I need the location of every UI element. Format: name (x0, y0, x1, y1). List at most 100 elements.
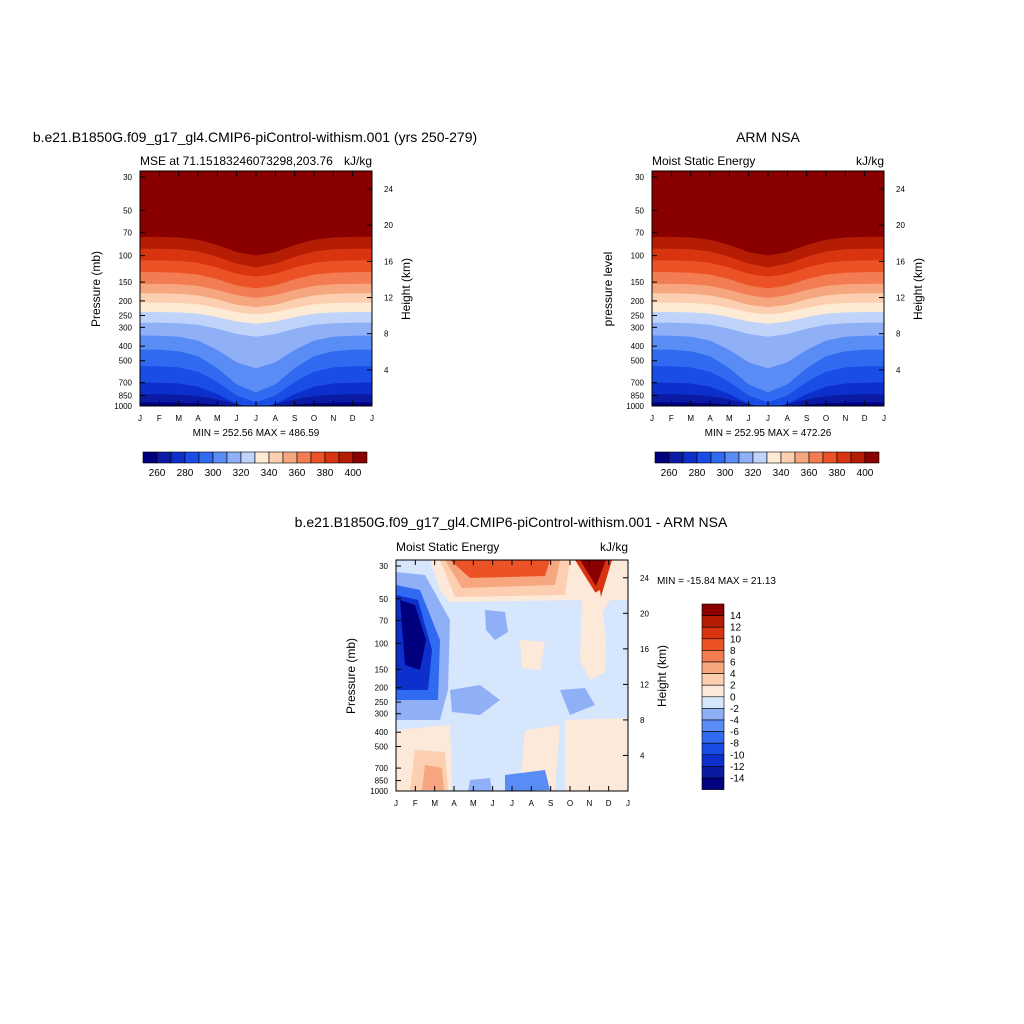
y-tick-label: 850 (631, 391, 645, 400)
colorbar-label: 2 (730, 681, 736, 692)
panel-obs-stats: MIN = 252.95 MAX = 472.26 (705, 428, 832, 439)
colorbar-swatch (701, 603, 725, 616)
x-tick-label: M (175, 414, 182, 423)
colorbar-swatch (752, 451, 768, 464)
panel-obs-subtitle-right: kJ/kg (856, 154, 884, 168)
colorbar-swatch (822, 451, 838, 464)
y-tick-label: 30 (123, 173, 132, 182)
x-tick-label: S (804, 414, 809, 423)
colorbar-swatch (701, 638, 725, 651)
colorbar-label: 260 (661, 468, 678, 479)
y-tick-label: 30 (635, 173, 644, 182)
y-tick-label: 700 (119, 379, 133, 388)
y-tick-label: 100 (375, 639, 389, 648)
colorbar-swatch (864, 451, 880, 464)
panel-obs-colorbar: 260 280 300 320 340 360 380 400 (654, 451, 880, 479)
colorbar-swatch (696, 451, 712, 464)
colorbar-label: -14 (730, 774, 745, 785)
y-tick-label: 500 (119, 357, 133, 366)
y-right-tick-label: 12 (896, 294, 905, 303)
colorbar-swatch (701, 626, 725, 640)
panel-diff-ylabel-right: Height (km) (655, 645, 669, 707)
colorbar-swatch (282, 451, 298, 464)
contour-band (580, 590, 606, 680)
colorbar-label: 320 (233, 468, 250, 479)
contour-band (140, 171, 372, 244)
y-tick-label: 70 (379, 616, 388, 625)
colorbar-swatch (156, 451, 172, 464)
x-tick-label: J (254, 414, 258, 423)
y-tick-label: 30 (379, 562, 388, 571)
y-tick-label: 300 (119, 323, 133, 332)
x-tick-label: J (138, 414, 142, 423)
y-tick-label: 150 (119, 278, 133, 287)
colorbar-swatch (701, 673, 725, 686)
y-right-tick-label: 16 (640, 645, 649, 654)
colorbar-label: 380 (317, 468, 334, 479)
panel-obs-ylabel: pressure level (601, 252, 615, 327)
colorbar-swatch (701, 615, 725, 628)
y-right-tick-label: 20 (384, 221, 393, 230)
colorbar-swatch (198, 451, 214, 464)
y-tick-label: 300 (375, 710, 389, 719)
y-right-tick-label: 12 (384, 294, 393, 303)
x-tick-label: N (586, 799, 592, 808)
y-tick-label: 150 (375, 665, 389, 674)
panel-diff-contours (396, 560, 628, 791)
colorbar-label: 4 (730, 669, 736, 680)
x-tick-label: A (529, 799, 535, 808)
y-right-tick-label: 20 (896, 221, 905, 230)
y-right-tick-label: 16 (896, 257, 905, 266)
x-tick-label: N (330, 414, 336, 423)
x-tick-label: A (707, 414, 713, 423)
colorbar-swatch (766, 451, 782, 464)
y-tick-label: 400 (631, 342, 645, 351)
contour-band (485, 610, 508, 640)
panel-diff-ylabel: Pressure (mb) (344, 638, 358, 714)
colorbar-label: 320 (745, 468, 762, 479)
y-tick-label: 850 (375, 777, 389, 786)
x-tick-label: J (510, 799, 514, 808)
colorbar-swatch (701, 708, 725, 721)
y-right-tick-label: 4 (384, 366, 389, 375)
contour-band (652, 171, 884, 244)
colorbar-swatch (682, 451, 698, 464)
y-tick-label: 500 (375, 743, 389, 752)
panel-obs-title: ARM NSA (736, 129, 800, 145)
y-right-tick-label: 16 (384, 257, 393, 266)
panel-model-stats: MIN = 252.56 MAX = 486.59 (193, 428, 320, 439)
y-right-tick-label: 4 (896, 366, 901, 375)
colorbar-swatch (654, 451, 670, 464)
colorbar-label: 280 (689, 468, 706, 479)
colorbar-label: 300 (205, 468, 222, 479)
y-tick-label: 50 (635, 206, 644, 215)
x-tick-label: S (292, 414, 297, 423)
x-tick-label: M (431, 799, 438, 808)
panel-model-axes: J F M A M J J A S O N D J 30 50 70 100 150 200 250 300 400 500… (114, 171, 393, 423)
colorbar-label: -2 (730, 704, 739, 715)
colorbar-label: 6 (730, 658, 736, 669)
x-tick-label: J (766, 414, 770, 423)
x-tick-label: D (862, 414, 868, 423)
x-tick-label: J (650, 414, 654, 423)
panel-model-subtitle-left: MSE at 71.15183246073298,203.76 (140, 154, 333, 168)
panel-diff-stats: MIN = -15.84 MAX = 21.13 (657, 576, 776, 587)
y-tick-label: 700 (631, 379, 645, 388)
y-tick-label: 1000 (114, 402, 132, 411)
panel-obs-axes: J F M A M J J A S O N D J 30 50 70 100 150 200 250 300 400 500… (626, 171, 905, 423)
y-right-tick-label: 8 (384, 330, 389, 339)
x-tick-label: J (394, 799, 398, 808)
y-tick-label: 70 (635, 228, 644, 237)
contour-band (468, 778, 492, 791)
colorbar-swatch (240, 451, 256, 464)
contour-band (450, 685, 500, 715)
contour-band (505, 770, 550, 791)
y-tick-label: 500 (631, 357, 645, 366)
colorbar-swatch (701, 684, 725, 698)
x-tick-label: A (273, 414, 279, 423)
y-tick-label: 700 (375, 764, 389, 773)
x-tick-label: M (470, 799, 477, 808)
y-right-tick-label: 12 (640, 680, 649, 689)
x-tick-label: J (747, 414, 751, 423)
